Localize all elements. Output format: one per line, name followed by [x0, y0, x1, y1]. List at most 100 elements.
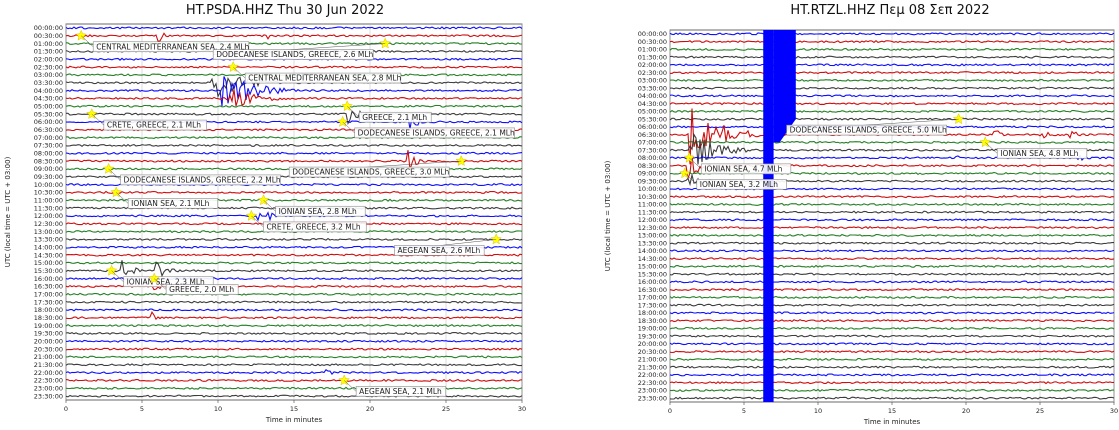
- traces: [669, 32, 1115, 400]
- event-star: [257, 194, 270, 206]
- event-label-box: [394, 245, 485, 256]
- row-time-label: 07:30:00: [34, 142, 63, 150]
- row-time-label: 06:00:00: [638, 123, 667, 131]
- seismogram-trace: [669, 396, 1115, 400]
- seismogram-trace: [669, 102, 1115, 106]
- seismogram-trace: [669, 117, 1115, 121]
- row-time-label: 23:00:00: [34, 384, 63, 392]
- row-time-label: 11:00:00: [34, 196, 63, 204]
- row-time-label: 14:00:00: [638, 247, 667, 255]
- event-label-box: [127, 198, 219, 209]
- seismogram-trace: [670, 140, 1115, 144]
- row-time-label: 03:00:00: [638, 77, 667, 85]
- seismogram-trace: [669, 55, 1115, 59]
- seismogram-trace: [65, 308, 523, 312]
- seismogram-trace: [66, 237, 523, 241]
- seismogram-trace: [65, 347, 523, 351]
- event-label-box: [355, 386, 447, 397]
- helicorder-psda: HT.PSDA.HHZ Thu 30 Jun 2022 0 5 10 15 20 25 30 T…: [0, 0, 540, 430]
- event-label-box: [212, 49, 374, 60]
- x-tick-label: 15: [290, 405, 298, 413]
- row-time-label: 15:00:00: [638, 263, 667, 271]
- row-time-label: 06:30:00: [34, 126, 63, 134]
- row-time-label: 05:30:00: [638, 115, 667, 123]
- row-time-label: 03:30:00: [34, 79, 63, 87]
- row-time-label: 00:30:00: [638, 38, 667, 46]
- event-label-box: [700, 163, 792, 175]
- row-time-label: 18:30:00: [638, 317, 667, 325]
- row-time-label: 17:30:00: [638, 301, 667, 309]
- row-time-label: 23:00:00: [638, 387, 667, 395]
- saturated-signal: [763, 30, 774, 402]
- row-time-label: 20:30:00: [638, 348, 667, 356]
- x-tick-label: 10: [814, 407, 822, 415]
- seismogram-trace: [65, 261, 522, 265]
- event-label: DODECANESE ISLANDS, GREECE, 5.0 MLh: [790, 126, 947, 135]
- row-time-label: 23:30:00: [34, 392, 63, 400]
- event-label: AEGEAN SEA, 2.6 MLh: [398, 246, 481, 255]
- row-time-label: 13:30:00: [638, 239, 667, 247]
- seismogram-trace: [669, 86, 1115, 90]
- row-time-label: 12:00:00: [34, 212, 63, 220]
- seismogram-trace: [669, 303, 1115, 307]
- row-time-label: 18:00:00: [34, 306, 63, 314]
- row-time-label: 19:00:00: [638, 325, 667, 333]
- row-time-label: 04:00:00: [34, 87, 63, 95]
- row-time-label: 13:00:00: [34, 228, 63, 236]
- seismogram-trace: [669, 319, 1115, 323]
- event-star: [245, 209, 258, 221]
- event-label: IONIAN SEA, 2.8 MLh: [279, 207, 357, 216]
- row-time-label: 16:00:00: [638, 278, 667, 286]
- row-time-label: 22:30:00: [34, 377, 63, 385]
- seismogram-trace: [65, 292, 523, 296]
- row-time-label: 07:00:00: [638, 139, 667, 147]
- seismogram-trace: [669, 350, 1115, 354]
- row-time-label: 12:30:00: [638, 224, 667, 232]
- seismogram-trace: [669, 32, 1115, 36]
- x-tick-label: 30: [518, 405, 526, 413]
- row-time-label: 21:30:00: [34, 361, 63, 369]
- row-time-label: 13:30:00: [34, 236, 63, 244]
- row-time-label: 10:30:00: [638, 193, 667, 201]
- seismogram-trace: [669, 109, 1115, 113]
- seismogram-trace: [669, 218, 1115, 222]
- event-label: GREECE, 2.1 MLh: [362, 113, 427, 122]
- seismogram-trace: [65, 378, 523, 383]
- event-leader: [91, 113, 105, 126]
- seismogram-trace: [65, 311, 523, 321]
- event-leader: [251, 215, 264, 228]
- row-time-label: 01:00:00: [34, 40, 63, 48]
- row-time-label: 11:30:00: [34, 204, 63, 212]
- event-label: DODECANESE ISLANDS, GREECE, 2.1 MLh: [358, 128, 515, 137]
- row-time-label: 21:00:00: [34, 353, 63, 361]
- event-leader: [684, 173, 697, 185]
- x-tick-label: 5: [742, 407, 746, 415]
- event-label-box: [244, 72, 402, 84]
- seismogram-trace: [669, 71, 1115, 75]
- event-star: [379, 37, 391, 49]
- seismogram-trace: [669, 249, 1115, 253]
- row-time-label: 21:00:00: [638, 356, 667, 364]
- row-time-label: 15:00:00: [34, 259, 63, 267]
- row-time-label: 10:30:00: [34, 189, 63, 197]
- row-time-label: 00:00:00: [34, 24, 63, 32]
- row-time-label: 17:30:00: [34, 298, 63, 306]
- event-label: CRETE, GREECE, 2.1 MLh: [107, 121, 201, 130]
- row-time-label: 19:30:00: [34, 330, 63, 338]
- row-time-label: 23:30:00: [638, 394, 667, 402]
- seismogram-trace: [669, 280, 1115, 284]
- event-leader: [115, 192, 129, 204]
- x-tick-label: 0: [64, 405, 68, 413]
- seismogram-trace: [669, 342, 1115, 346]
- seismogram-trace: [669, 388, 1115, 393]
- event-label-box: [358, 111, 432, 123]
- event-label: DODECANESE ISLANDS, GREECE, 2.6 MLh: [216, 50, 373, 59]
- row-time-label: 02:00:00: [34, 55, 63, 63]
- row-time-label: 05:30:00: [34, 110, 63, 118]
- event-leader: [111, 270, 124, 282]
- seismogram-trace: [669, 373, 1115, 377]
- x-tick-label: 5: [140, 405, 144, 413]
- event-leader: [689, 157, 702, 170]
- seismogram-trace: [669, 272, 1115, 276]
- event-leader: [153, 278, 167, 290]
